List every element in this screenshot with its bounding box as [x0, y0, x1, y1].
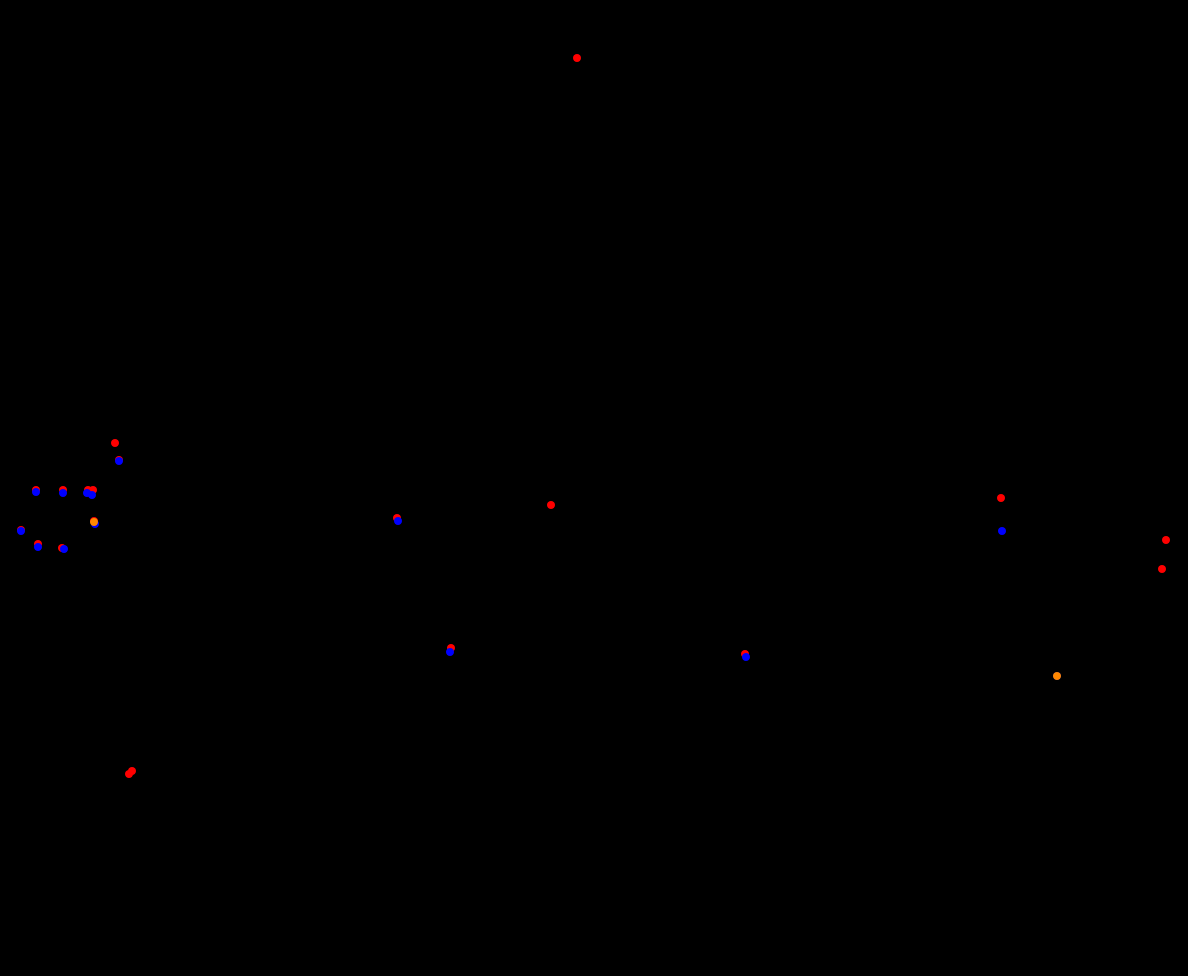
point-red — [111, 439, 119, 447]
point-blue — [742, 653, 750, 661]
point-red — [125, 770, 133, 778]
point-orange — [90, 518, 98, 526]
point-blue — [446, 648, 454, 656]
point-orange — [1053, 672, 1061, 680]
point-blue — [88, 491, 96, 499]
point-blue — [17, 527, 25, 535]
point-red — [547, 501, 555, 509]
point-red — [997, 494, 1005, 502]
point-blue — [34, 543, 42, 551]
point-red — [1158, 565, 1166, 573]
point-red — [573, 54, 581, 62]
point-blue — [60, 545, 68, 553]
point-blue — [32, 488, 40, 496]
point-blue — [394, 517, 402, 525]
point-blue — [115, 457, 123, 465]
point-blue — [998, 527, 1006, 535]
point-blue — [59, 489, 67, 497]
point-red — [1162, 536, 1170, 544]
scatter-plot — [0, 0, 1188, 976]
